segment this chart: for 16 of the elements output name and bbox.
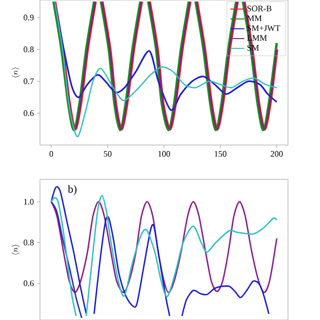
x-tick-label: 150 (214, 151, 226, 157)
legend-label: SOR-B (247, 6, 272, 12)
x-tick-label: 200 (270, 151, 283, 157)
x-tick-label: 100 (158, 151, 170, 157)
annotation: b) (68, 185, 76, 196)
y-tick-label: 0.8 (24, 46, 34, 52)
y-tick-label: 0.6 (24, 110, 34, 116)
y-tick-label: 0.9 (24, 14, 34, 20)
y-tick-label: 1.0 (24, 198, 34, 205)
y-axis-title: $\langle n\rangle$ (12, 244, 20, 255)
x-tick-label: 50 (104, 151, 112, 157)
y-tick-label: 0.8 (24, 240, 34, 246)
x-tick-label: 0 (49, 151, 54, 157)
y-tick-label: 0.7 (24, 78, 34, 84)
y-tick-label: 0.6 (24, 280, 34, 286)
y-axis-title: $\langle n\rangle$ (12, 68, 20, 78)
